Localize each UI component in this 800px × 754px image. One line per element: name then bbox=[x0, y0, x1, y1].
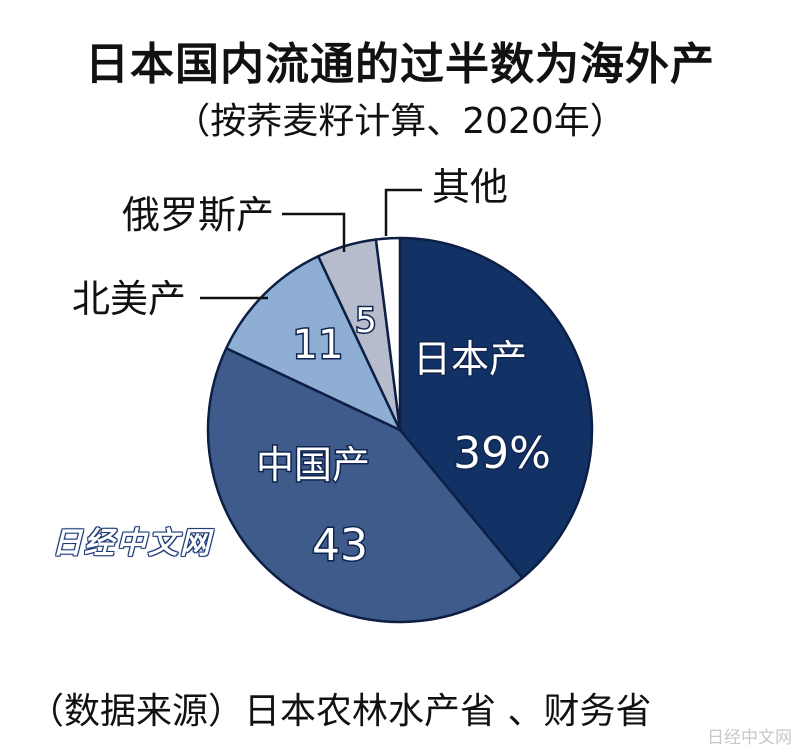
slice-label-3: 俄罗斯产 bbox=[122, 193, 274, 237]
pie-slice-0 bbox=[398, 236, 594, 580]
slice-value-label-0: 39% bbox=[453, 428, 551, 479]
leader-line-3 bbox=[282, 212, 346, 252]
slice-value-label-1: 43 bbox=[312, 520, 368, 571]
data-source-note: （数据来源）日本农林水产省 、财务省 bbox=[28, 691, 652, 732]
slice-value-label-3: 5 bbox=[355, 301, 377, 341]
slice-label-1: 中国产 bbox=[256, 443, 370, 487]
leader-line-4 bbox=[384, 188, 422, 236]
corner-watermark: 日经中文网 bbox=[707, 728, 792, 748]
chart-title: 日本国内流通的过半数为海外产 bbox=[85, 39, 715, 90]
slice-value-label-2: 11 bbox=[293, 322, 344, 368]
watermark-logo: 日经中文网 bbox=[51, 525, 212, 561]
slice-label-0: 日本产 bbox=[413, 337, 527, 381]
pie-slice-4 bbox=[374, 236, 402, 432]
pie-slice-2 bbox=[225, 255, 402, 432]
slice-label-2: 北美产 bbox=[72, 277, 186, 321]
chart-subtitle: （按荞麦籽计算、2020年） bbox=[174, 101, 626, 142]
slice-label-4: 其他 bbox=[432, 165, 508, 209]
pie-slice-1 bbox=[206, 347, 524, 624]
